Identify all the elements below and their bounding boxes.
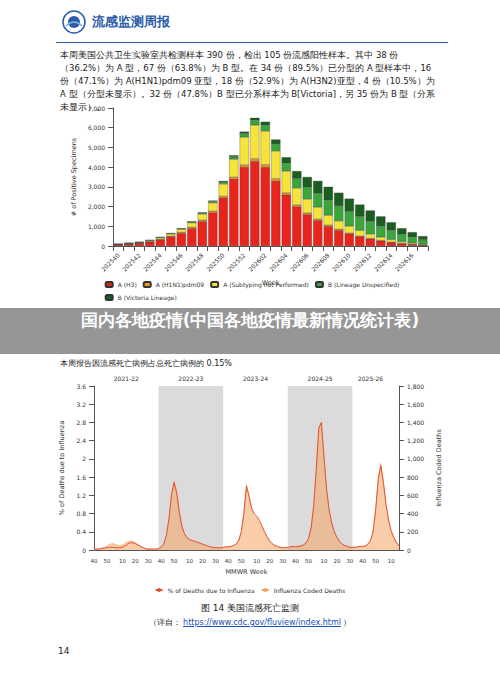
svg-text:3.6: 3.6 [76,383,86,390]
svg-text:20: 20 [266,558,273,564]
svg-text:50: 50 [238,558,245,564]
svg-text:0: 0 [101,243,105,250]
svg-text:2025-26: 2025-26 [358,375,383,382]
svg-text:202604: 202604 [268,251,289,272]
svg-text:3.2: 3.2 [76,401,86,408]
svg-text:202610: 202610 [331,251,352,272]
svg-text:20: 20 [132,558,139,564]
svg-text:600: 600 [407,492,419,499]
svg-text:2021-22: 2021-22 [114,375,139,382]
svg-text:202612: 202612 [352,251,373,272]
svg-text:% of Deaths due to Influenza: % of Deaths due to Influenza [168,587,255,594]
svg-text:40: 40 [158,558,165,564]
svg-text:202546: 202546 [163,251,184,272]
svg-text:5,000: 5,000 [88,144,105,151]
svg-text:1,200: 1,200 [407,437,424,444]
svg-text:30: 30 [346,558,353,564]
svg-text:40: 40 [225,558,232,564]
svg-text:1,400: 1,400 [407,419,424,426]
svg-text:800: 800 [407,474,419,481]
svg-text:202602: 202602 [247,251,268,272]
svg-text:# of Positive Specimens: # of Positive Specimens [70,137,78,216]
svg-text:50: 50 [372,558,379,564]
svg-text:1.6: 1.6 [76,474,86,481]
svg-text:20: 20 [199,558,206,564]
svg-text:1,000: 1,000 [88,223,105,230]
svg-text:202540: 202540 [100,251,121,272]
svg-text:% of Deaths due to Influenza: % of Deaths due to Influenza [58,421,66,515]
svg-text:0: 0 [407,547,411,554]
svg-text:1,800: 1,800 [407,383,424,390]
svg-text:10: 10 [320,558,327,564]
svg-text:20: 20 [333,558,340,564]
svg-text:40: 40 [292,558,299,564]
svg-text:2,000: 2,000 [88,203,105,210]
svg-text:A (H3): A (H3) [118,281,137,288]
svg-text:7,000: 7,000 [88,105,105,112]
svg-text:A (H1N1)pdm09: A (H1N1)pdm09 [156,281,205,289]
svg-text:B (Lineage Unspecified): B (Lineage Unspecified) [328,281,399,289]
svg-text:0.4: 0.4 [76,528,86,535]
svg-text:50: 50 [305,558,312,564]
svg-text:10: 10 [186,558,193,564]
svg-text:2.4: 2.4 [76,437,86,444]
svg-text:1,600: 1,600 [407,401,424,408]
svg-text:2023-24: 2023-24 [243,375,268,382]
svg-text:2: 2 [82,455,86,462]
svg-text:202608: 202608 [310,251,331,272]
svg-text:200: 200 [407,528,419,535]
svg-text:2022-23: 2022-23 [178,375,203,382]
svg-text:Influenza Coded Deaths: Influenza Coded Deaths [274,587,346,594]
svg-text:202548: 202548 [184,251,205,272]
svg-text:202552: 202552 [226,251,247,272]
svg-text:50: 50 [103,558,110,564]
svg-text:202542: 202542 [121,251,142,272]
svg-text:30: 30 [212,558,219,564]
svg-text:B (Victoria Lineage): B (Victoria Lineage) [118,294,177,302]
svg-text:10: 10 [253,558,260,564]
svg-text:MMWR Week: MMWR Week [225,568,267,576]
svg-text:Influenza Coded Deaths: Influenza Coded Deaths [435,429,443,507]
svg-text:202550: 202550 [205,251,226,272]
svg-text:30: 30 [145,558,152,564]
svg-text:40: 40 [359,558,366,564]
svg-text:4,000: 4,000 [88,164,105,171]
svg-text:A (Subtyping not Performed): A (Subtyping not Performed) [223,281,309,289]
svg-text:202606: 202606 [289,251,310,272]
svg-text:1,000: 1,000 [407,455,424,462]
svg-text:10: 10 [388,558,395,564]
svg-text:6,000: 6,000 [88,124,105,131]
svg-text:400: 400 [407,510,419,517]
svg-text:30: 30 [279,558,286,564]
svg-text:40: 40 [91,558,98,564]
svg-text:50: 50 [171,558,178,564]
svg-text:10: 10 [119,558,126,564]
svg-text:0: 0 [82,547,86,554]
svg-text:2024-25: 2024-25 [308,375,333,382]
svg-text:0.8: 0.8 [76,510,86,517]
svg-text:202614: 202614 [373,251,394,272]
svg-text:1.2: 1.2 [76,492,86,499]
svg-text:2.8: 2.8 [76,419,86,426]
svg-text:202544: 202544 [142,251,163,272]
svg-text:3,000: 3,000 [88,183,105,190]
svg-text:202616: 202616 [394,251,415,272]
